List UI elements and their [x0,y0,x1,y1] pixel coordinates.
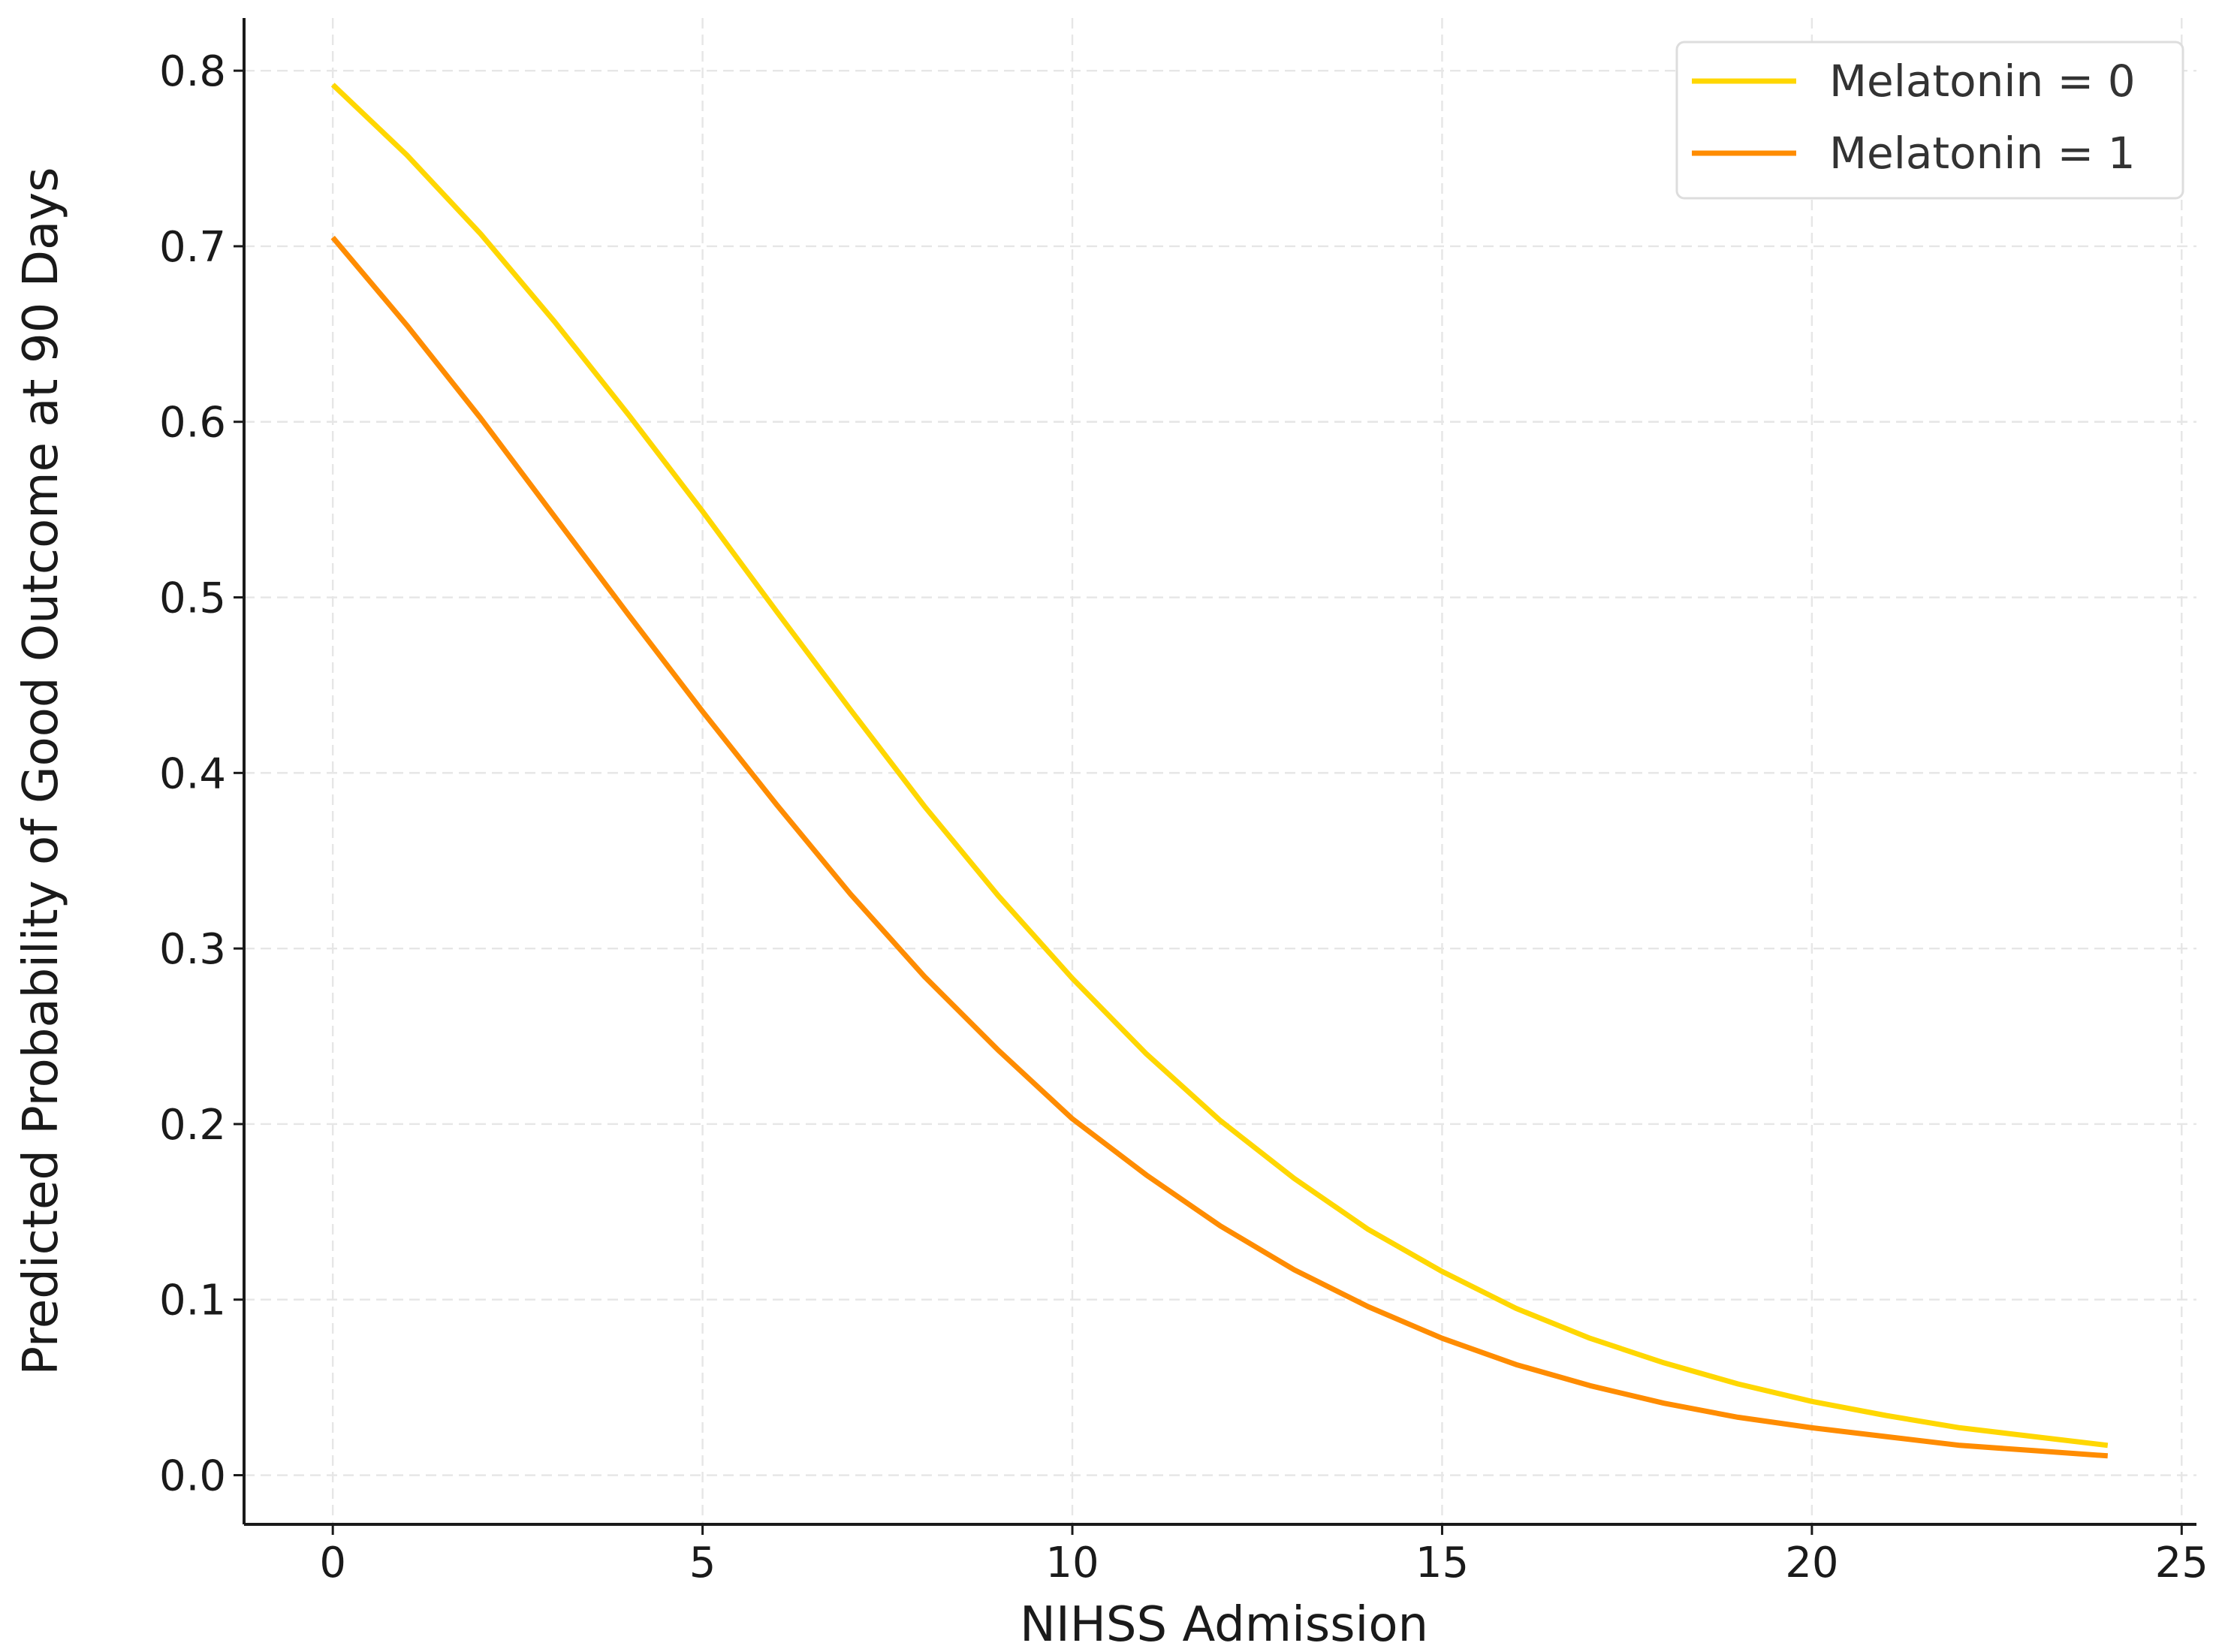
legend-box [1675,41,2184,200]
y-axis-title: Predicted Probability of Good Outcome at… [14,167,69,1376]
series-line-melatonin-0 [330,83,2109,1449]
legend-label: Melatonin = 0 [1829,56,2136,107]
legend-label: Melatonin = 1 [1829,128,2136,179]
y-tick-label: 0.3 [159,925,226,974]
x-tick-label: 25 [2155,1539,2208,1587]
series-line-melatonin-1 [330,235,2109,1459]
series-lines [330,83,2109,1459]
x-tick-label: 5 [689,1539,716,1587]
legend: Melatonin = 0 Melatonin = 1 [1675,41,2184,200]
y-tick-label: 0.4 [159,749,226,798]
x-tick-label: 15 [1415,1539,1469,1587]
y-tick-label: 0.8 [159,47,226,96]
grid-lines [244,18,2196,1524]
y-tick-label: 0.0 [159,1452,226,1501]
x-axis-title: NIHSS Admission [1020,1597,1428,1652]
axes [243,18,2196,1526]
x-tick-label: 10 [1045,1539,1099,1587]
x-tick-label: 0 [319,1539,346,1587]
y-tick-label: 0.1 [159,1277,226,1325]
tick-labels: 0 5 10 15 20 25 0.0 0.1 0.2 0.3 0.4 0.5 0.6 0.7 0.8 [159,47,2208,1587]
x-tick-label: 20 [1785,1539,1838,1587]
y-tick-label: 0.6 [159,399,226,448]
y-tick-label: 0.7 [159,223,226,272]
y-tick-label: 0.5 [159,574,226,623]
y-tick-label: 0.2 [159,1101,226,1150]
